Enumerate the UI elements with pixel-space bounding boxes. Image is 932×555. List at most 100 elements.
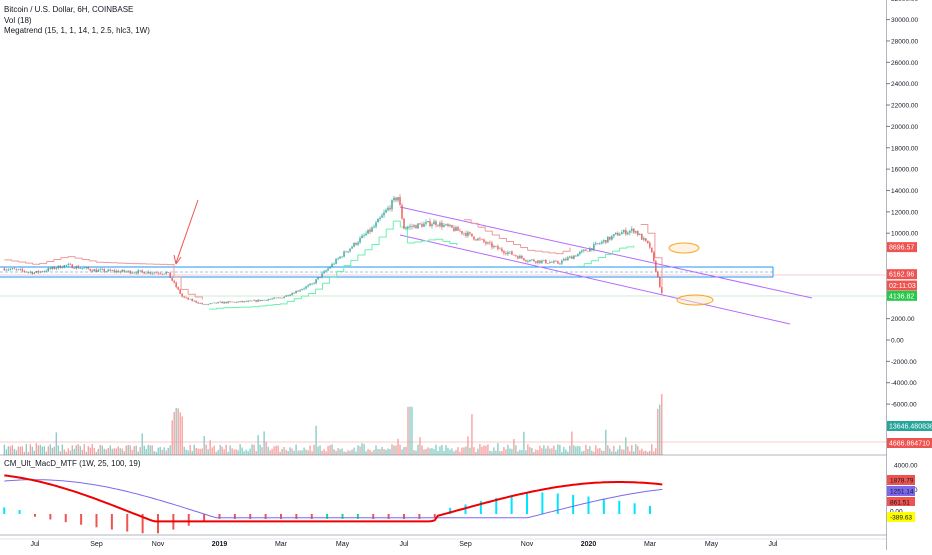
volume-bar bbox=[216, 452, 217, 455]
volume-bar bbox=[212, 447, 213, 455]
volume-bar bbox=[118, 446, 119, 455]
volume-legend[interactable]: Vol (18) bbox=[4, 16, 32, 26]
volume-bar bbox=[459, 452, 460, 455]
price-candle-body bbox=[175, 283, 176, 288]
volume-bar bbox=[100, 445, 101, 455]
volume-bar bbox=[226, 445, 227, 455]
price-candle-body bbox=[14, 268, 15, 269]
symbol-legend[interactable]: Bitcoin / U.S. Dollar, 6H, COINBASE bbox=[4, 5, 133, 15]
price-candle-body bbox=[78, 266, 79, 268]
price-candle-body bbox=[203, 304, 204, 305]
volume-bar bbox=[254, 445, 255, 455]
volume-bar bbox=[334, 449, 335, 455]
price-candle-body bbox=[165, 272, 166, 274]
volume-bar bbox=[60, 451, 61, 455]
volume-bar bbox=[465, 446, 466, 455]
time-axis-label: Nov bbox=[152, 541, 165, 548]
volume-bar bbox=[531, 448, 532, 455]
volume-bar bbox=[314, 445, 315, 455]
price-candle-body bbox=[253, 300, 254, 301]
price-candle-body bbox=[273, 298, 274, 299]
price-candle-body bbox=[375, 222, 376, 226]
indicator-legend[interactable]: CM_Ult_MacD_MTF (1W, 25, 100, 19) bbox=[4, 459, 140, 468]
price-tag-label: 4136.82 bbox=[889, 293, 914, 300]
price-candle-body bbox=[407, 227, 408, 228]
volume-bar bbox=[182, 416, 183, 455]
volume-bar bbox=[192, 451, 193, 455]
price-candle-body bbox=[4, 268, 5, 270]
indicator-tag-label: -389.63 bbox=[890, 515, 912, 522]
price-candle-body bbox=[70, 264, 71, 265]
volume-bar bbox=[651, 444, 652, 455]
volume-bar bbox=[607, 445, 608, 455]
volume-bar bbox=[26, 444, 27, 455]
price-candle-body bbox=[135, 273, 136, 274]
price-candle-body bbox=[509, 252, 510, 253]
volume-bar bbox=[114, 448, 115, 455]
volume-bar bbox=[194, 445, 195, 455]
volume-bar bbox=[553, 446, 554, 455]
price-candle-body bbox=[34, 273, 35, 274]
price-candle-body bbox=[455, 227, 456, 231]
price-candle-body bbox=[605, 240, 606, 243]
volume-bar bbox=[124, 451, 125, 455]
volume-bar bbox=[94, 448, 95, 455]
price-tag-label: 8696.57 bbox=[889, 245, 914, 252]
price-candle-body bbox=[103, 269, 104, 272]
volume-bar bbox=[441, 445, 442, 455]
price-candle-body bbox=[437, 225, 438, 226]
price-candle-body bbox=[357, 243, 358, 245]
price-candle-body bbox=[541, 261, 542, 263]
price-candle-body bbox=[285, 295, 286, 296]
price-candle-body bbox=[335, 259, 336, 264]
volume-bar bbox=[423, 449, 424, 455]
volume-bar bbox=[451, 448, 452, 455]
price-candle-body bbox=[635, 231, 636, 232]
price-candle-body bbox=[503, 251, 504, 253]
price-candle-body bbox=[613, 234, 614, 236]
volume-bar bbox=[421, 445, 422, 455]
price-candle-body bbox=[427, 221, 428, 222]
price-tick-label: 22000.00 bbox=[891, 103, 918, 110]
price-candle-body bbox=[513, 255, 514, 256]
price-candle-body bbox=[525, 260, 526, 261]
volume-bar bbox=[58, 445, 59, 455]
price-candle-body bbox=[379, 218, 380, 219]
price-candle-body bbox=[125, 272, 126, 273]
volume-bar bbox=[605, 430, 606, 455]
macd-histogram-bar bbox=[49, 514, 51, 519]
price-candle-body bbox=[333, 264, 334, 265]
volume-bar bbox=[647, 452, 648, 455]
price-candle-body bbox=[151, 273, 152, 274]
price-candle-body bbox=[603, 240, 604, 242]
price-candle-body bbox=[555, 261, 556, 262]
megatrend-legend[interactable]: Megatrend (15, 1, 1, 14, 1, 2.5, hlc3, 1… bbox=[4, 26, 150, 36]
price-tick-label: 24000.00 bbox=[891, 81, 918, 88]
price-candle-body bbox=[551, 262, 552, 263]
volume-bar bbox=[150, 445, 151, 455]
volume-bar bbox=[489, 451, 490, 455]
price-candle-body bbox=[439, 223, 440, 226]
volume-bar bbox=[619, 446, 620, 455]
price-candle-body bbox=[267, 299, 268, 300]
price-candle-body bbox=[521, 256, 522, 258]
volume-bar bbox=[186, 450, 187, 455]
price-candle-body bbox=[201, 303, 202, 304]
price-candle-body bbox=[597, 243, 598, 244]
price-candle-body bbox=[457, 227, 458, 231]
price-tag-label: 6162.96 bbox=[889, 272, 914, 279]
price-candle-body bbox=[537, 260, 538, 262]
price-candle-body bbox=[593, 244, 594, 250]
price-candle-body bbox=[48, 268, 49, 271]
volume-bar bbox=[228, 452, 229, 455]
volume-bar bbox=[537, 450, 538, 455]
price-candle-body bbox=[215, 303, 216, 304]
price-candle-body bbox=[321, 273, 322, 277]
price-candle-body bbox=[115, 271, 116, 272]
price-candle-body bbox=[359, 238, 360, 242]
price-candle-body bbox=[655, 261, 656, 272]
price-candle-body bbox=[383, 213, 384, 216]
price-candle-body bbox=[189, 299, 190, 300]
price-candle-body bbox=[349, 249, 350, 252]
price-candle-body bbox=[20, 269, 21, 270]
